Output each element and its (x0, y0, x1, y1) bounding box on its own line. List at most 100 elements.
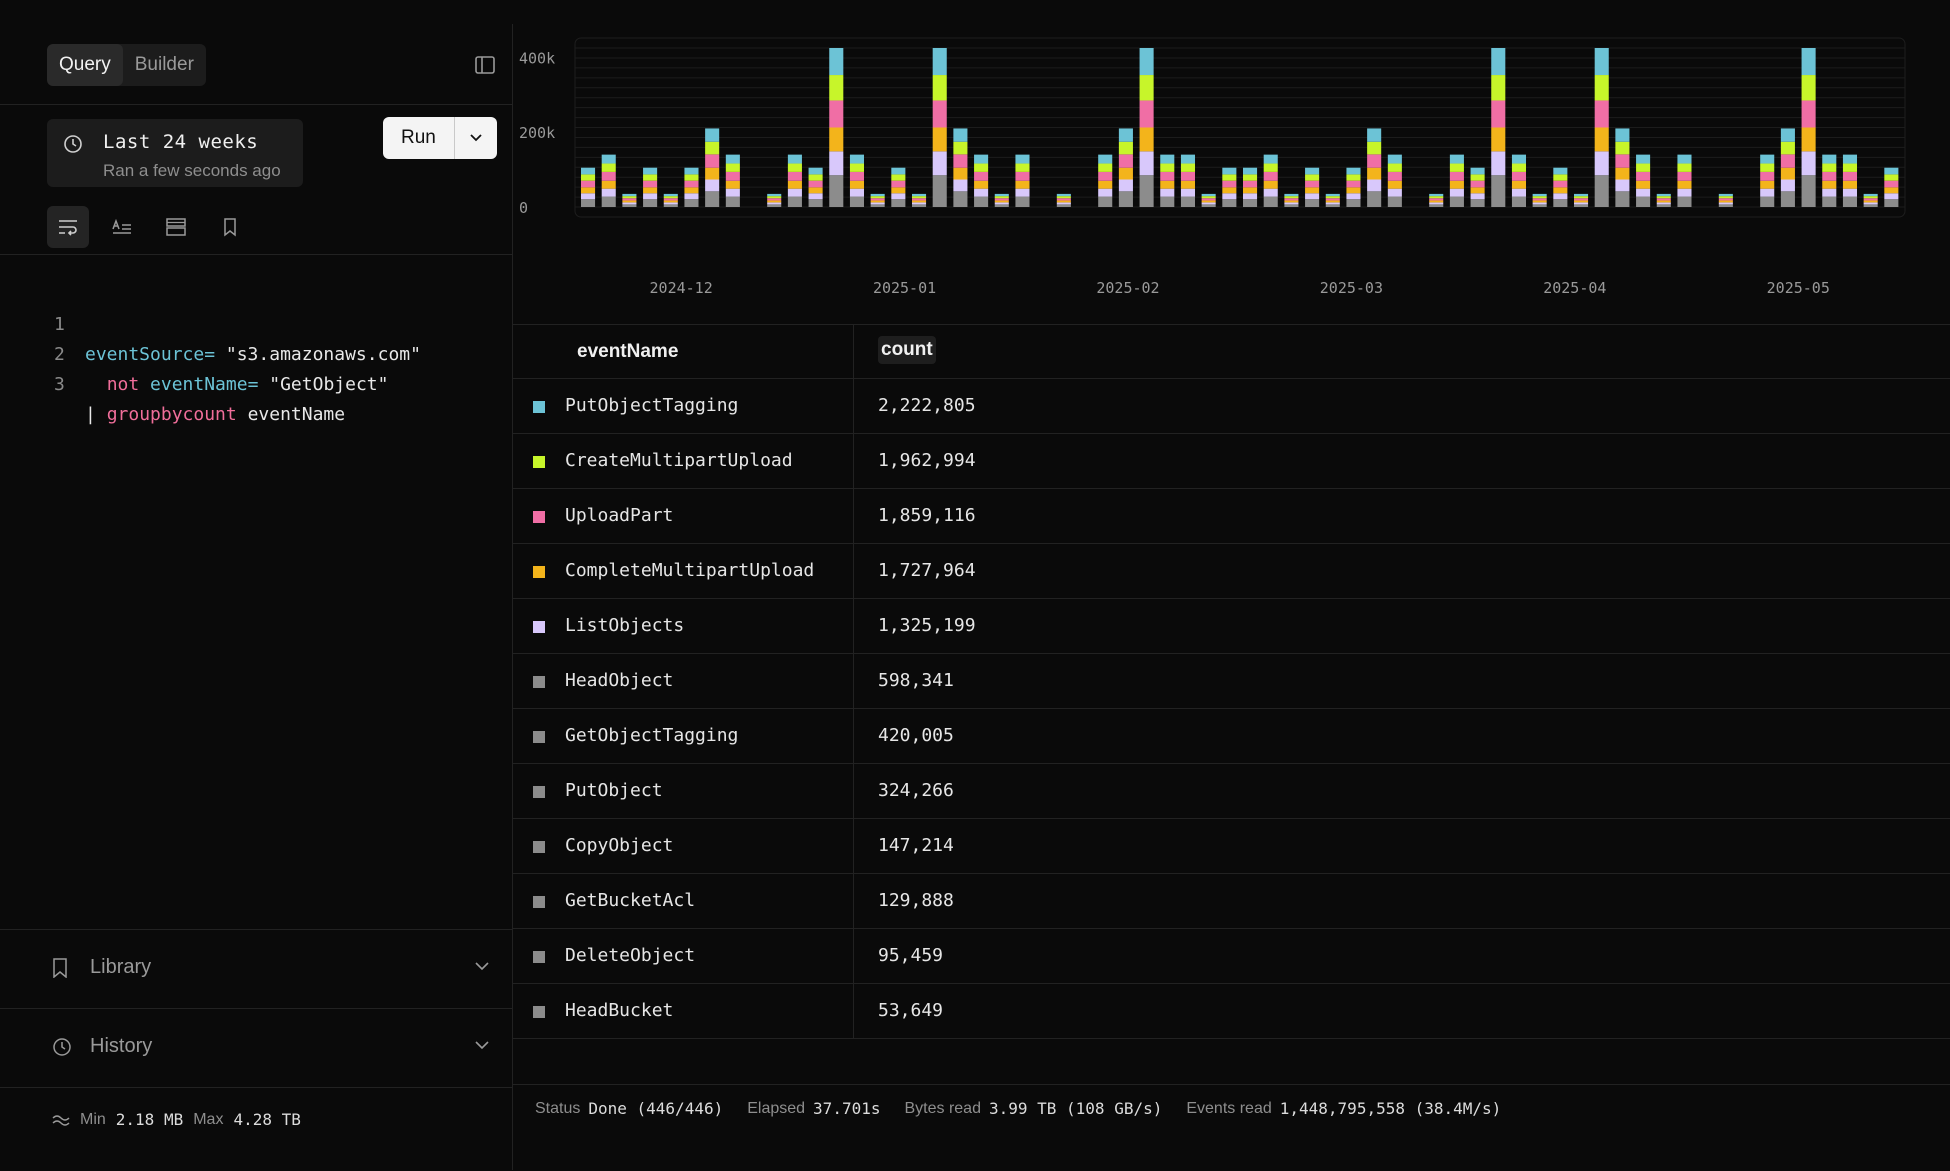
bar-segment (1780, 179, 1795, 192)
bar-segment (1677, 180, 1692, 189)
bar-segment (1367, 191, 1382, 207)
history-label: History (90, 1035, 153, 1057)
table-row[interactable]: ListObjects 1,325,199 (513, 599, 1950, 654)
tab-query[interactable]: Query (47, 44, 123, 86)
table-row[interactable]: DeleteObject 95,459 (513, 929, 1950, 984)
bar-segment (1325, 196, 1340, 199)
bar-segment (1387, 154, 1402, 164)
wrap-lines-icon (59, 220, 77, 236)
save-query-button[interactable] (209, 206, 251, 248)
bar-segment (643, 187, 658, 194)
bar-segment (1367, 141, 1382, 155)
table-row[interactable]: PutObject 324,266 (513, 764, 1950, 819)
bar-segment (1118, 154, 1133, 168)
bar-segment (1305, 187, 1320, 194)
wrap-lines-button[interactable] (47, 206, 89, 248)
bar-segment (1801, 175, 1816, 207)
table-row[interactable]: CreateMultipartUpload 1,962,994 (513, 434, 1950, 489)
tab-builder[interactable]: Builder (134, 54, 194, 75)
table-row[interactable]: HeadBucket 53,649 (513, 984, 1950, 1039)
bar-segment (1346, 174, 1361, 181)
bar-segment (684, 193, 699, 200)
bar-segment (684, 167, 699, 175)
bar-segment (663, 198, 678, 201)
bar-segment (1015, 180, 1030, 189)
bar-segment (601, 171, 616, 181)
library-label: Library (90, 956, 152, 978)
bar-segment (1180, 180, 1196, 189)
bar-segment (1201, 202, 1216, 205)
bar-segment (1553, 187, 1568, 194)
table-row[interactable]: PutObjectTagging 2,222,805 (513, 379, 1950, 434)
library-section[interactable]: Library (0, 930, 512, 1008)
layout-button[interactable] (155, 206, 197, 248)
bar-segment (849, 154, 865, 164)
bar-segment (1325, 193, 1340, 197)
bar-segment (953, 154, 968, 168)
bar-segment (1842, 163, 1858, 172)
table-row[interactable]: GetObjectTagging 420,005 (513, 709, 1950, 764)
string-token: "s3.amazonaws.com" (215, 344, 421, 365)
bar-segment (1842, 196, 1858, 207)
series-color-swatch (533, 896, 545, 908)
query-editor[interactable]: 1 eventSource= "s3.amazonaws.com" 2 not … (0, 280, 421, 425)
bar-segment (1201, 200, 1216, 203)
divider (0, 1087, 512, 1088)
bar-segment (1222, 187, 1237, 194)
bar-segment (1387, 163, 1402, 172)
bar-segment (1594, 75, 1609, 101)
bar-segment (1243, 174, 1258, 181)
bar-segment (1553, 167, 1568, 175)
bar-segment (994, 204, 1009, 207)
sidebar-toggle-icon[interactable] (474, 54, 496, 76)
bar-segment (1180, 154, 1196, 164)
bar-segment (1346, 167, 1361, 175)
bar-segment (891, 174, 906, 181)
table-row[interactable]: CompleteMultipartUpload 1,727,964 (513, 544, 1950, 599)
table-row[interactable]: GetBucketAcl 129,888 (513, 874, 1950, 929)
run-options-button[interactable] (455, 117, 497, 159)
column-header-count[interactable]: count (878, 336, 936, 364)
bar-segment (1842, 154, 1858, 164)
bar-segment (1243, 187, 1258, 194)
bar-segment (1532, 200, 1547, 203)
event-name-cell: CreateMultipartUpload (565, 450, 793, 471)
time-range-picker[interactable]: Last 24 weeks Ran a few seconds ago (47, 119, 303, 187)
field-token: eventName= (139, 374, 259, 395)
history-section[interactable]: History (0, 1009, 512, 1087)
table-row[interactable]: CopyObject 147,214 (513, 819, 1950, 874)
bar-segment (1098, 154, 1113, 164)
bar-segment (1387, 196, 1402, 207)
bar-segment (1760, 196, 1775, 207)
bar-segment (1822, 163, 1837, 172)
run-button[interactable]: Run (383, 117, 455, 159)
bar-segment (1160, 196, 1175, 207)
bar-segment (829, 175, 844, 207)
bar-segment (974, 188, 989, 197)
bar-segment (1884, 199, 1899, 207)
bar-segment (622, 193, 637, 197)
format-button[interactable] (101, 206, 143, 248)
bar-segment (1718, 193, 1733, 197)
bar-segment (1263, 196, 1278, 207)
bar-segment (622, 196, 637, 199)
bar-segment (1015, 154, 1030, 164)
series-color-swatch (533, 786, 545, 798)
series-color-swatch (533, 1006, 545, 1018)
bar-segment (870, 196, 885, 199)
series-color-swatch (533, 401, 545, 413)
bar-segment (1615, 128, 1630, 142)
event-name-cell: GetBucketAcl (565, 890, 696, 911)
bar-segment (1056, 196, 1071, 199)
table-row[interactable]: UploadPart 1,859,116 (513, 489, 1950, 544)
bar-segment (1636, 196, 1651, 207)
max-value: 4.28 TB (233, 1110, 301, 1129)
bar-segment (1180, 196, 1196, 207)
table-row[interactable]: HeadObject 598,341 (513, 654, 1950, 709)
events-read-label: Events read (1186, 1099, 1272, 1117)
column-header-eventname[interactable]: eventName (577, 341, 679, 362)
bar-segment (787, 163, 802, 172)
bar-segment (1160, 171, 1175, 181)
series-color-swatch (533, 676, 545, 688)
bar-segment (1760, 188, 1775, 197)
